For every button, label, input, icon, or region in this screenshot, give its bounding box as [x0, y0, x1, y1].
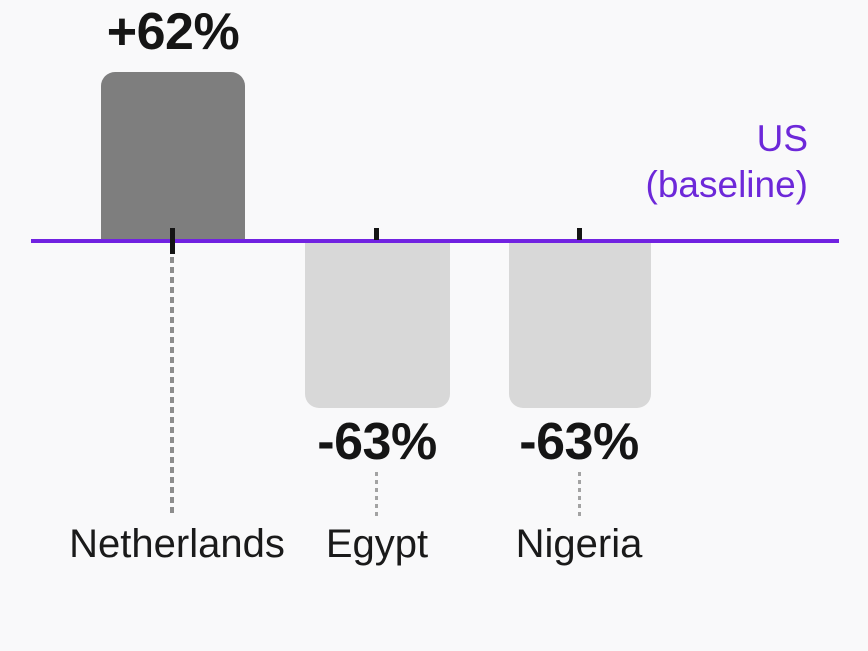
- baseline-label-line1: US: [756, 118, 808, 159]
- leader-line-egypt: [375, 472, 378, 518]
- bar-egypt: [305, 243, 450, 408]
- category-label-netherlands: Netherlands: [69, 522, 285, 566]
- leader-line-nigeria: [578, 472, 581, 518]
- value-label-netherlands: +62%: [106, 3, 240, 61]
- bar-netherlands: [101, 72, 245, 243]
- tick-nigeria: [577, 228, 582, 240]
- value-label-egypt: -63%: [317, 413, 437, 471]
- category-label-nigeria: Nigeria: [515, 522, 643, 566]
- tick-egypt: [374, 228, 379, 240]
- value-label-nigeria: -63%: [519, 413, 639, 471]
- bar-nigeria: [509, 243, 651, 408]
- leader-line-netherlands: [170, 257, 174, 515]
- category-label-egypt: Egypt: [325, 522, 429, 566]
- baseline-label-line2: (baseline): [645, 164, 808, 205]
- baseline-axis-line: [31, 239, 839, 243]
- baseline-label: US (baseline): [646, 116, 808, 208]
- tick-netherlands: [170, 228, 175, 254]
